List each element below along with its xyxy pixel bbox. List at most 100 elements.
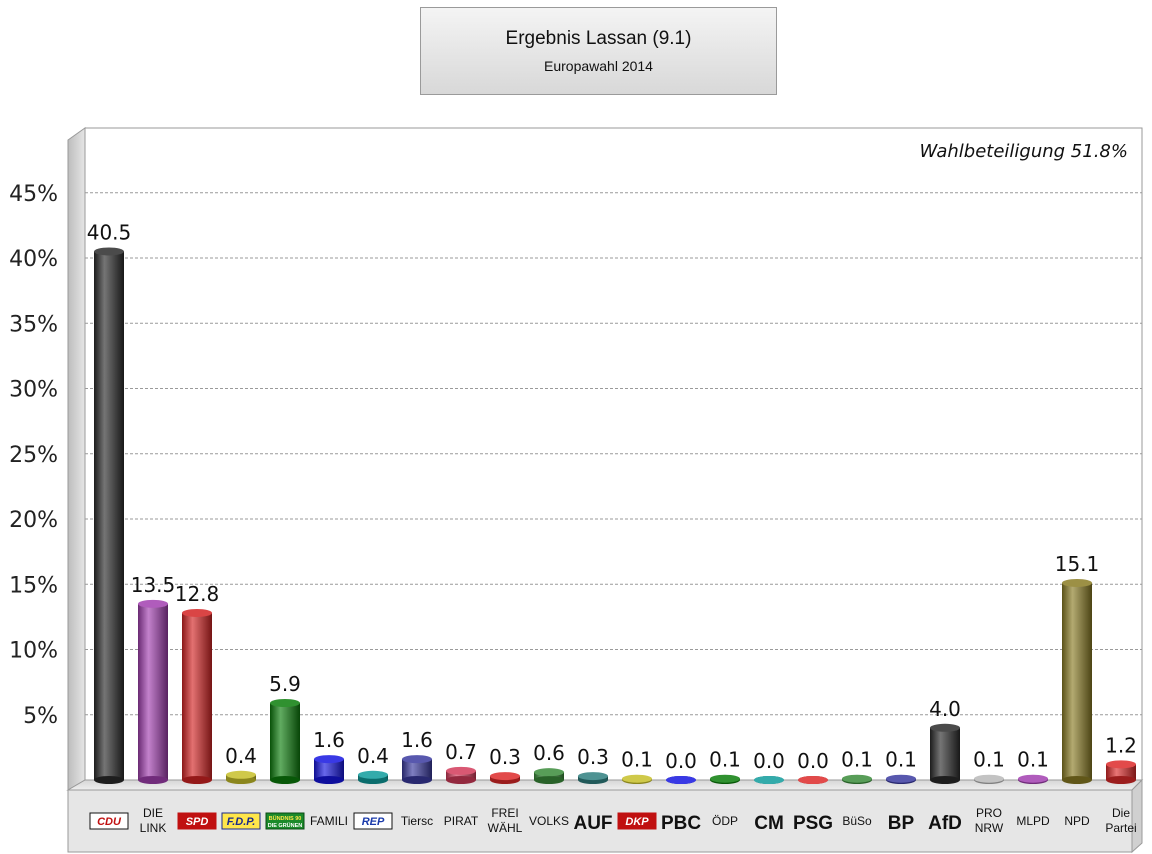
party-label: FAMILI — [310, 814, 348, 828]
value-label: 0.1 — [885, 748, 917, 772]
bar — [842, 774, 872, 784]
bar — [314, 755, 344, 784]
svg-text:MLPD: MLPD — [1016, 814, 1050, 828]
value-label: 1.6 — [401, 728, 433, 752]
party-label: AUF — [573, 813, 612, 834]
chart-title: Ergebnis Lassan (9.1) — [505, 28, 692, 49]
bar — [490, 772, 520, 784]
svg-text:F.D.P.: F.D.P. — [227, 816, 256, 828]
bar — [94, 247, 124, 784]
party-label: ÖDP — [712, 814, 738, 828]
y-tick-label: 10% — [9, 639, 58, 664]
bar — [446, 766, 476, 784]
party-label: MLPD — [1016, 814, 1050, 828]
svg-text:VOLKS: VOLKS — [529, 814, 569, 828]
bar — [666, 776, 696, 784]
bars — [94, 247, 1136, 784]
svg-text:DKP: DKP — [625, 816, 649, 828]
value-label: 0.4 — [225, 744, 257, 768]
svg-text:PRO: PRO — [976, 806, 1002, 820]
party-label: DKP — [617, 812, 657, 830]
bar — [138, 599, 168, 784]
value-label: 0.0 — [665, 749, 697, 773]
bar — [622, 774, 652, 784]
y-tick-label: 45% — [9, 182, 58, 207]
svg-text:ÖDP: ÖDP — [712, 814, 738, 828]
value-label: 0.1 — [709, 748, 741, 772]
party-label: REP — [353, 812, 393, 830]
value-label: 0.0 — [753, 749, 785, 773]
bar — [270, 699, 300, 784]
svg-text:DIE: DIE — [143, 806, 163, 820]
party-label: SPD — [177, 812, 217, 830]
bar — [578, 772, 608, 784]
party-label: BP — [888, 813, 915, 834]
svg-text:PIRAT: PIRAT — [444, 814, 479, 828]
bar — [798, 776, 828, 784]
svg-text:LINK: LINK — [140, 821, 167, 835]
title-box: Ergebnis Lassan (9.1) Europawahl 2014 — [420, 7, 777, 95]
svg-text:NRW: NRW — [975, 821, 1004, 835]
value-label: 0.1 — [621, 748, 653, 772]
value-label: 12.8 — [175, 582, 220, 606]
svg-text:AfD: AfD — [928, 813, 962, 834]
value-label: 40.5 — [87, 220, 132, 244]
value-labels: 40.5 13.5 12.8 0.4 5.9 1.6 0.4 1.6 0.7 0.3 0.6 0.3 0… — [87, 220, 1137, 773]
value-label: 0.3 — [489, 745, 521, 769]
y-tick-label: 35% — [9, 312, 58, 337]
svg-text:BP: BP — [888, 813, 915, 834]
value-label: 1.2 — [1105, 733, 1137, 757]
party-label: BüSo — [842, 814, 872, 828]
bar — [1106, 760, 1136, 784]
bar — [402, 755, 432, 784]
svg-text:NPD: NPD — [1064, 814, 1090, 828]
party-label: PIRAT — [444, 814, 479, 828]
svg-text:WÄHL: WÄHL — [488, 821, 523, 835]
party-label: PBC — [661, 813, 701, 834]
value-label: 0.3 — [577, 745, 609, 769]
party-label: F.D.P. — [221, 812, 261, 830]
party-label: CDU — [89, 812, 129, 830]
bar — [930, 723, 960, 784]
bar — [534, 768, 564, 784]
svg-text:FAMILI: FAMILI — [310, 814, 348, 828]
value-label: 4.0 — [929, 697, 961, 721]
svg-text:BüSo: BüSo — [842, 814, 872, 828]
svg-text:REP: REP — [362, 816, 385, 828]
svg-text:BÜNDNIS 90: BÜNDNIS 90 — [269, 815, 302, 822]
svg-text:CDU: CDU — [97, 816, 122, 828]
value-label: 0.7 — [445, 740, 477, 764]
y-tick-label: 5% — [23, 704, 58, 729]
turnout-annotation: Wahlbeteiligung 51.8% — [920, 141, 1128, 162]
bar — [182, 608, 212, 784]
svg-text:PBC: PBC — [661, 813, 701, 834]
value-label: 1.6 — [313, 728, 345, 752]
y-tick-label: 20% — [9, 508, 58, 533]
value-label: 5.9 — [269, 672, 301, 696]
svg-text:PSG: PSG — [793, 813, 833, 834]
svg-text:SPD: SPD — [186, 816, 209, 828]
svg-text:FREI: FREI — [491, 806, 518, 820]
party-label: CM — [754, 813, 784, 834]
bar — [358, 770, 388, 784]
value-label: 0.6 — [533, 741, 565, 765]
grid-lines — [85, 192, 1142, 716]
y-tick-label: 25% — [9, 443, 58, 468]
value-label: 0.4 — [357, 744, 389, 768]
value-label: 0.1 — [841, 748, 873, 772]
party-label: PSG — [793, 813, 833, 834]
value-label: 0.1 — [973, 748, 1005, 772]
value-label: 0.1 — [1017, 748, 1049, 772]
y-tick-label: 30% — [9, 378, 58, 403]
svg-text:AUF: AUF — [573, 813, 612, 834]
svg-text:Die: Die — [1112, 806, 1130, 820]
bar — [974, 774, 1004, 784]
svg-text:Partei: Partei — [1105, 821, 1136, 835]
